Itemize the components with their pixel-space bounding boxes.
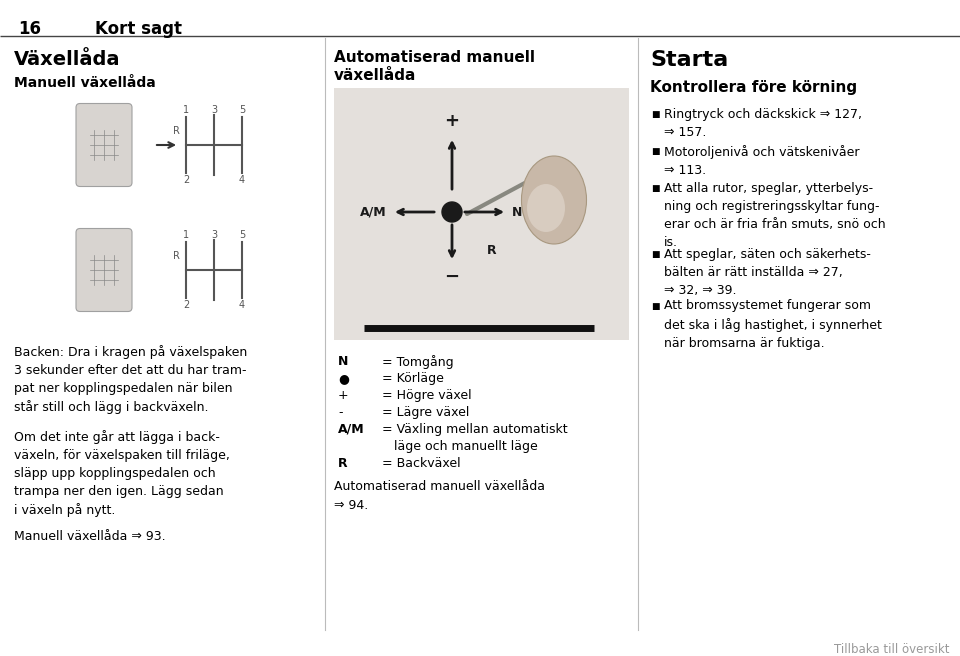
Text: R: R [173,251,180,261]
Text: = Backväxel: = Backväxel [382,457,461,470]
Text: = Växling mellan automatiskt: = Växling mellan automatiskt [382,423,567,436]
Text: Växellåda: Växellåda [14,50,121,69]
Text: ■: ■ [651,184,660,193]
Text: ■: ■ [651,110,660,119]
FancyBboxPatch shape [76,104,132,186]
Text: 1: 1 [183,105,189,115]
Text: 3: 3 [211,105,217,115]
Text: Manuell växellåda: Manuell växellåda [14,76,156,90]
Text: = Körläge: = Körläge [382,372,444,385]
Text: Automatiserad manuell: Automatiserad manuell [334,50,535,65]
Text: R: R [173,126,180,136]
Text: N: N [512,205,522,218]
Text: = Högre växel: = Högre växel [382,389,471,402]
Text: = Lägre växel: = Lägre växel [382,406,469,419]
Ellipse shape [527,184,565,232]
Text: +: + [338,389,348,402]
Text: Att speglar, säten och säkerhets-
bälten är rätt inställda ⇒ 27,
⇒ 32, ⇒ 39.: Att speglar, säten och säkerhets- bälten… [664,248,871,297]
Text: +: + [444,112,460,130]
Text: 1: 1 [183,230,189,240]
Text: 5: 5 [239,230,245,240]
Text: växellåda: växellåda [334,68,417,83]
Text: 3: 3 [211,230,217,240]
Text: läge och manuellt läge: läge och manuellt läge [382,440,538,453]
Text: 2: 2 [182,175,189,185]
Text: ■: ■ [651,302,660,310]
Text: −: − [444,268,460,286]
Text: Backen: Dra i kragen på växelspaken
3 sekunder efter det att du har tram-
pat ne: Backen: Dra i kragen på växelspaken 3 se… [14,345,248,415]
Text: ■: ■ [651,147,660,156]
Text: Kontrollera före körning: Kontrollera före körning [650,80,857,95]
Text: ●: ● [338,372,348,385]
Text: Att alla rutor, speglar, ytterbelys-
ning och registreringsskyltar fung-
erar oc: Att alla rutor, speglar, ytterbelys- nin… [664,182,886,249]
Text: Manuell växellåda ⇒ 93.: Manuell växellåda ⇒ 93. [14,530,166,543]
Ellipse shape [521,156,587,244]
Text: Att bromssystemet fungerar som
det ska i låg hastighet, i synnerhet
när bromsarn: Att bromssystemet fungerar som det ska i… [664,300,882,350]
Text: A/M: A/M [360,205,387,218]
Text: 2: 2 [182,300,189,310]
Text: R: R [338,457,348,470]
Text: R: R [487,243,496,256]
Text: Automatiserad manuell växellåda
⇒ 94.: Automatiserad manuell växellåda ⇒ 94. [334,480,545,512]
Text: Motoroljenivå och vätskenivåer
⇒ 113.: Motoroljenivå och vätskenivåer ⇒ 113. [664,145,859,177]
Text: Tillbaka till översikt: Tillbaka till översikt [834,643,950,656]
Text: 16: 16 [18,20,41,38]
Text: N: N [338,355,348,368]
Text: 5: 5 [239,105,245,115]
Text: A/M: A/M [338,423,365,436]
Text: 4: 4 [239,175,245,185]
Text: Ringtryck och däckskick ⇒ 127,
⇒ 157.: Ringtryck och däckskick ⇒ 127, ⇒ 157. [664,108,862,139]
Text: Kort sagt: Kort sagt [95,20,182,38]
Text: -: - [338,406,343,419]
Text: 4: 4 [239,300,245,310]
Text: ■: ■ [651,250,660,259]
Text: Om det inte går att lägga i back-
växeln, för växelspaken till friläge,
släpp up: Om det inte går att lägga i back- växeln… [14,430,229,518]
FancyBboxPatch shape [331,85,632,343]
FancyBboxPatch shape [76,228,132,312]
Text: Starta: Starta [650,50,729,70]
Text: = Tomgång: = Tomgång [382,355,454,369]
Circle shape [442,202,462,222]
